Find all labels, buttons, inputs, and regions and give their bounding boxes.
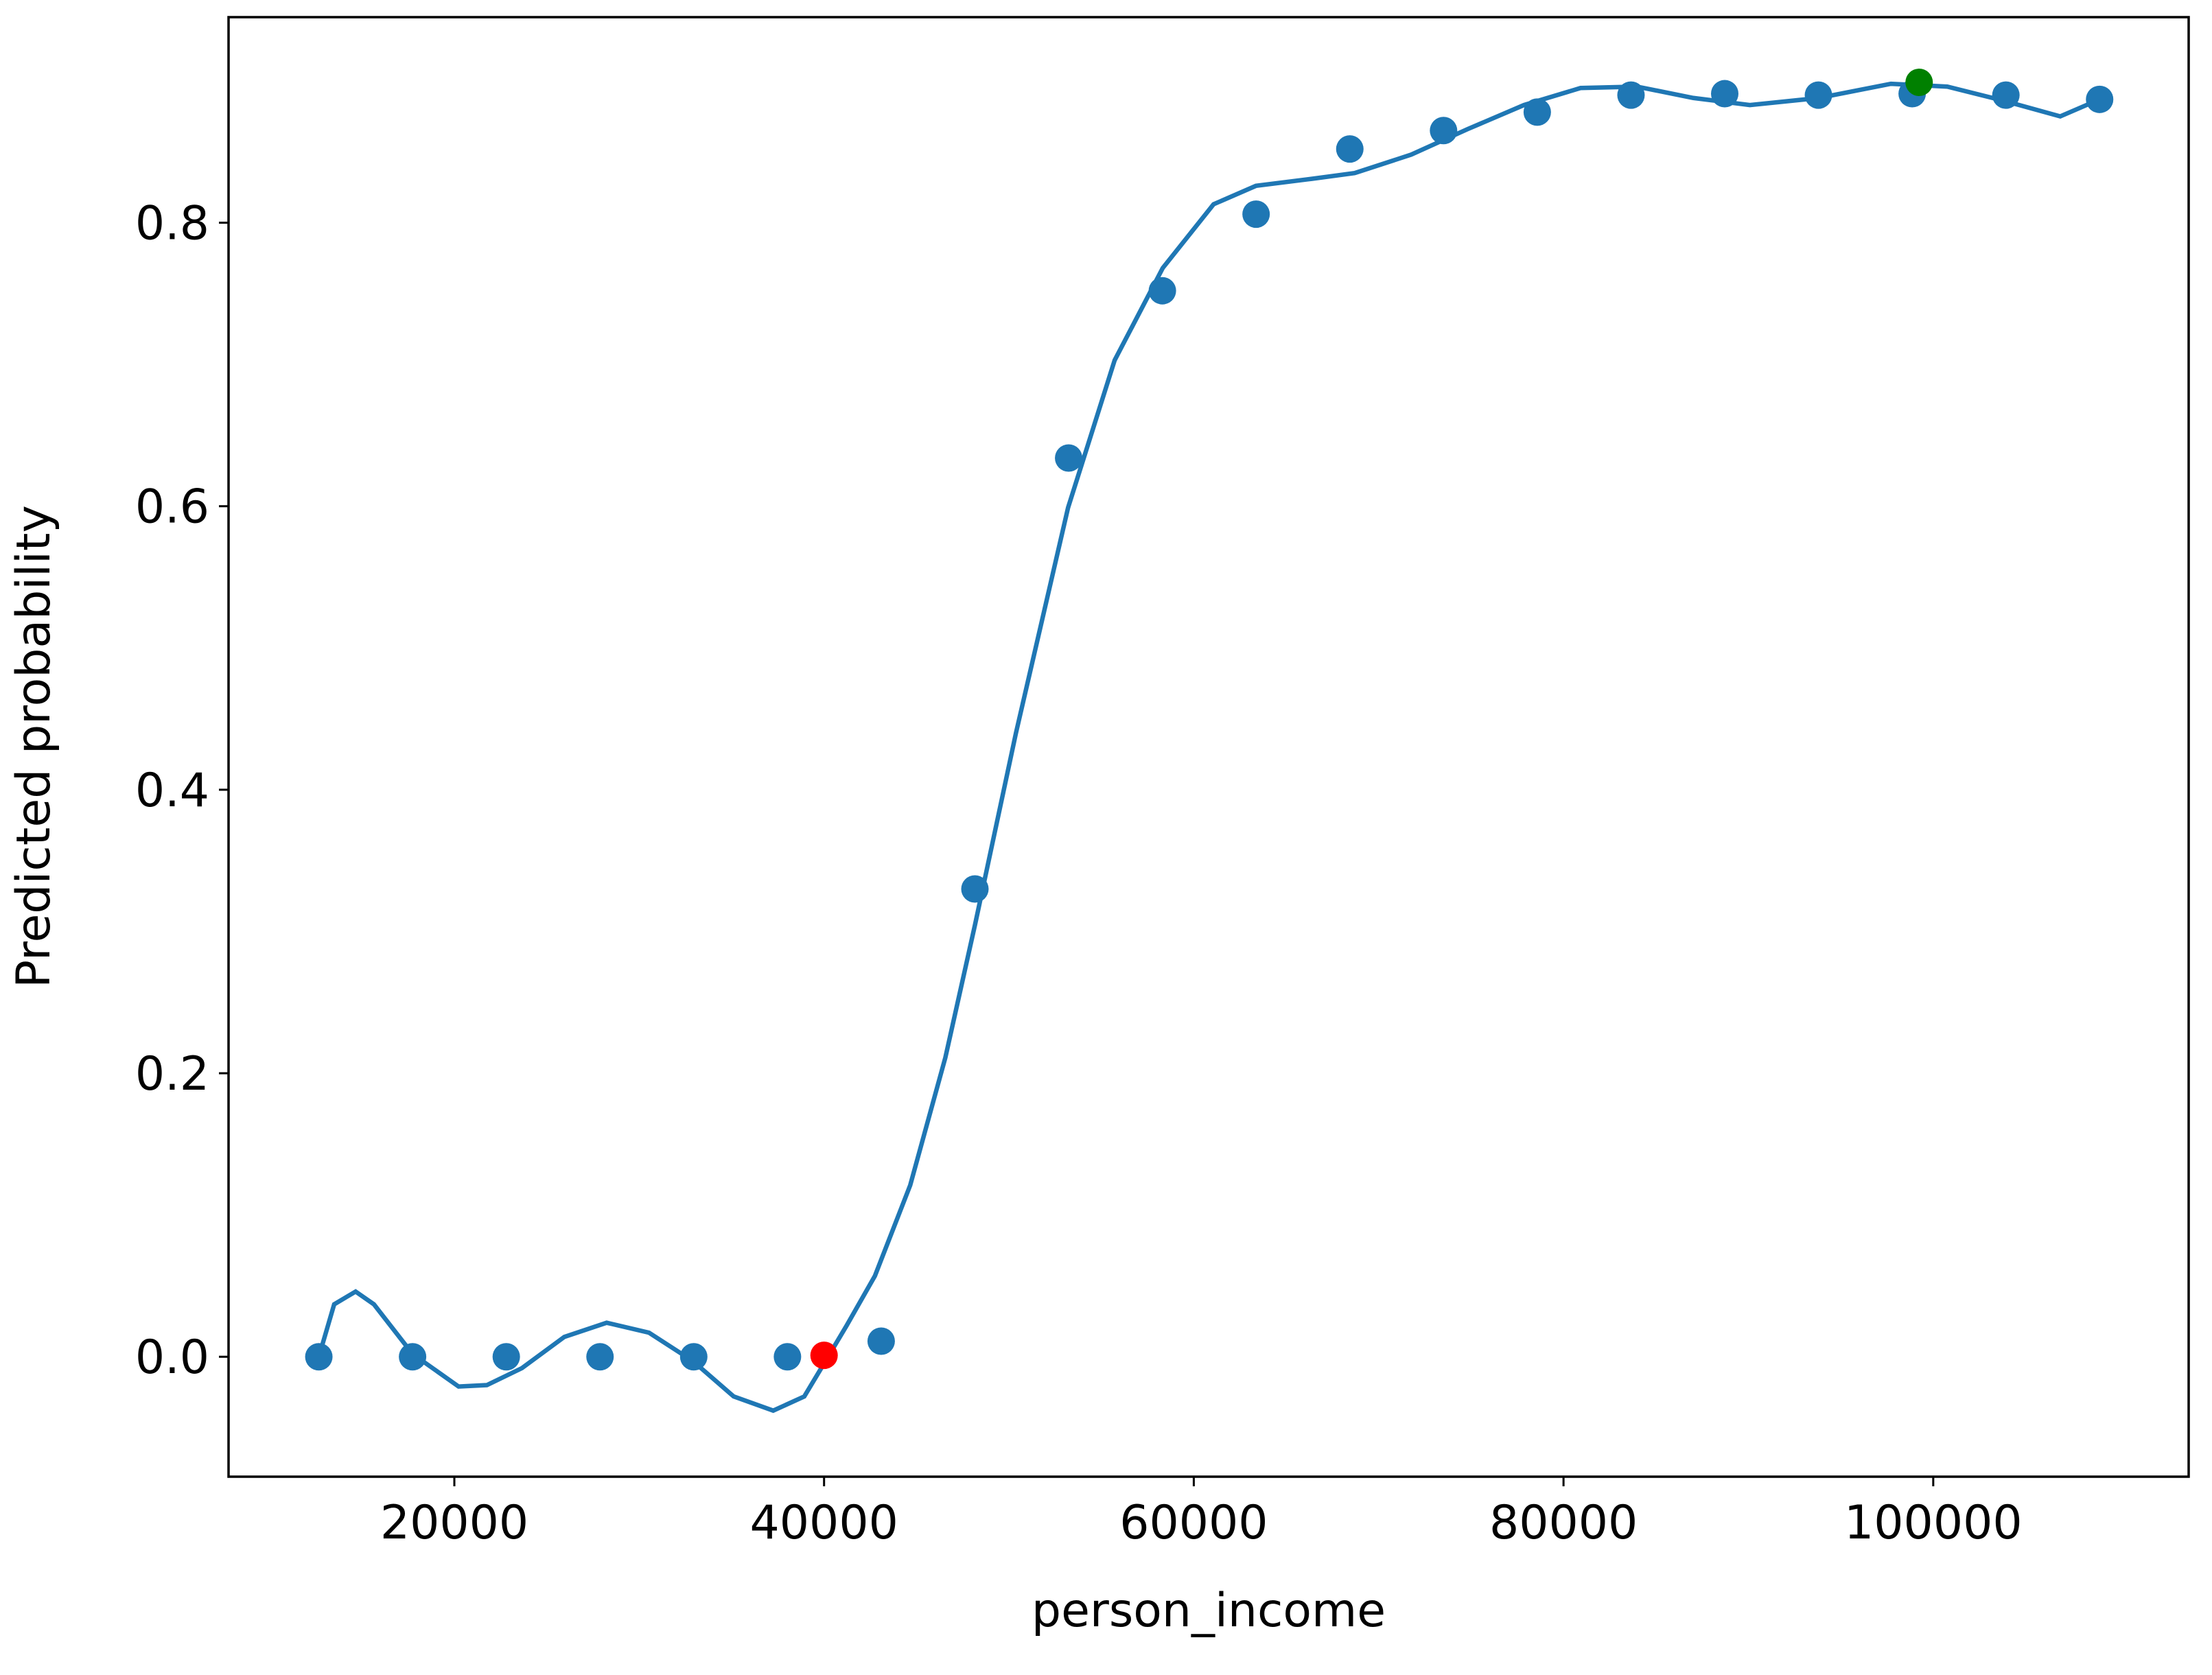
- point: [867, 1327, 895, 1355]
- point: [1430, 117, 1458, 145]
- point: [773, 1343, 802, 1371]
- point: [1523, 98, 1551, 126]
- point: [2086, 85, 2114, 113]
- point: [492, 1343, 520, 1371]
- point: [1055, 444, 1083, 472]
- y-tick-label: 0.2: [135, 1047, 209, 1101]
- x-axis-label: person_income: [1032, 1584, 1386, 1638]
- y-tick-label: 0.6: [135, 480, 209, 535]
- curve: [316, 81, 2101, 1414]
- plot-frame: [227, 16, 2190, 1478]
- point: [305, 1343, 333, 1371]
- point: [586, 1343, 614, 1371]
- x-tick-label: 20000: [380, 1496, 528, 1550]
- x-tick-label: 60000: [1119, 1496, 1268, 1550]
- point: [1992, 81, 2020, 109]
- point: [1242, 200, 1270, 229]
- point: [1148, 277, 1176, 305]
- y-tick-label: 0.0: [135, 1331, 209, 1385]
- point: [961, 875, 989, 903]
- point: [1710, 80, 1738, 108]
- y-tick-label: 0.8: [135, 197, 209, 251]
- x-tick-label: 100000: [1844, 1496, 2023, 1550]
- y-tick-label: 0.4: [135, 764, 209, 818]
- point: [1336, 135, 1364, 163]
- point: [810, 1342, 838, 1370]
- point: [679, 1343, 708, 1371]
- point: [399, 1343, 427, 1371]
- point: [1804, 81, 1832, 109]
- y-axis-label: Predicted probability: [7, 505, 61, 988]
- x-tick-label: 80000: [1489, 1496, 1638, 1550]
- point: [1905, 69, 1933, 97]
- point: [1617, 81, 1645, 109]
- x-tick-label: 40000: [750, 1496, 898, 1550]
